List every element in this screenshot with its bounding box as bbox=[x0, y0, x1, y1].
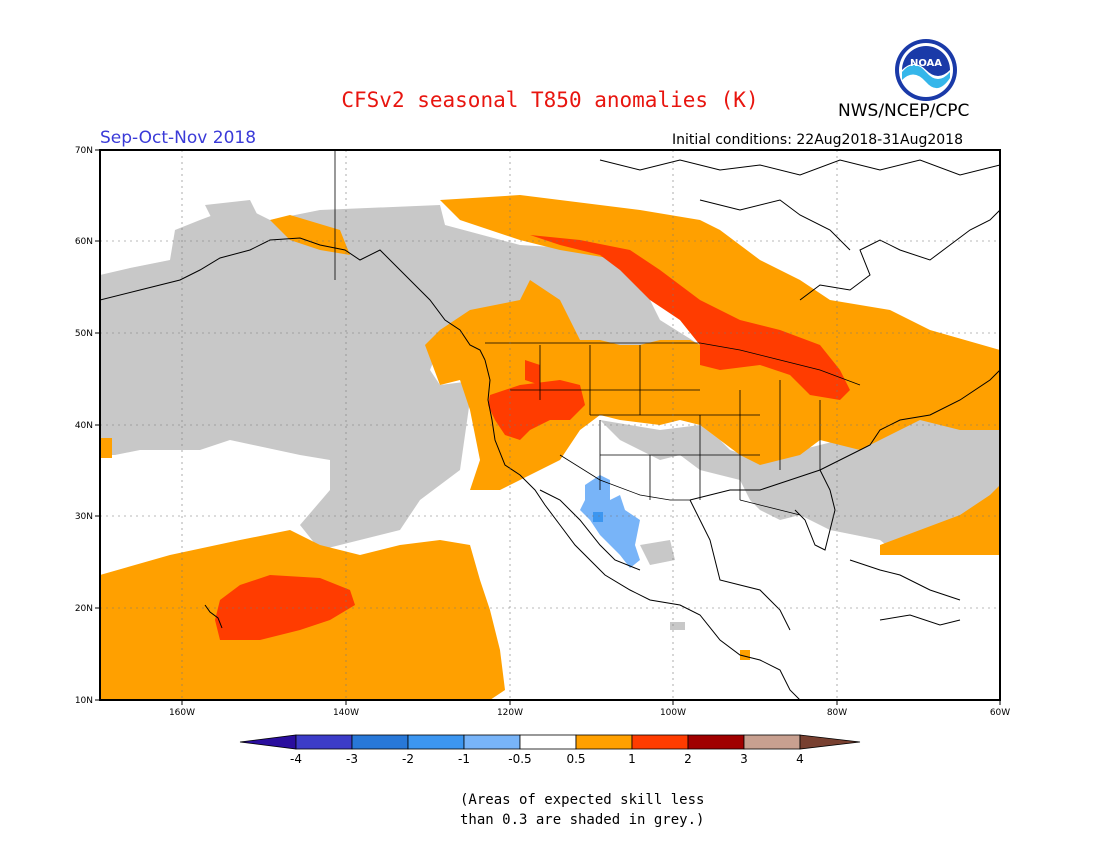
colorbar-label: 3 bbox=[740, 752, 748, 766]
colorbar-label: 2 bbox=[684, 752, 692, 766]
political-borders bbox=[334, 150, 861, 516]
graticule bbox=[100, 150, 1000, 700]
footnote-line-2: than 0.3 are shaded in grey.) bbox=[460, 812, 705, 828]
colorbar-seg-1 bbox=[295, 734, 353, 750]
colorbar-seg-2 bbox=[351, 734, 409, 750]
anomaly-neg-0.5-neg-1-region bbox=[580, 475, 640, 568]
initial-conditions-label: Initial conditions: 22Aug2018-31Aug2018 bbox=[672, 132, 963, 148]
axis-ticks bbox=[95, 149, 1001, 705]
footnote-line-1: (Areas of expected skill less bbox=[460, 792, 705, 808]
colorbar-seg-3 bbox=[407, 734, 465, 750]
anomaly-1-2-region bbox=[215, 235, 850, 640]
lon-label-80w: 80W bbox=[827, 708, 847, 718]
colorbar-label: 4 bbox=[796, 752, 804, 766]
agency-label: NWS/NCEP/CPC bbox=[838, 101, 970, 121]
chart-title: CFSv2 seasonal T850 anomalies (K) bbox=[341, 88, 759, 112]
lat-label-50n: 50N bbox=[75, 329, 93, 339]
colorbar-seg-5 bbox=[519, 734, 577, 750]
colorbar-seg-10 bbox=[799, 734, 861, 750]
colorbar-label: -0.5 bbox=[508, 752, 531, 766]
colorbar: -4 -3 -2 -1 -0.5 0.5 1 2 3 4 bbox=[239, 734, 861, 766]
season-label: Sep-Oct-Nov 2018 bbox=[100, 128, 257, 148]
colorbar-label: 1 bbox=[628, 752, 636, 766]
lon-label-140w: 140W bbox=[333, 708, 359, 718]
lat-label-60n: 60N bbox=[75, 237, 93, 247]
skill-footnote: (Areas of expected skill less than 0.3 a… bbox=[460, 790, 740, 830]
lon-label-120w: 120W bbox=[497, 708, 523, 718]
lat-label-40n: 40N bbox=[75, 421, 93, 431]
colorbar-label: -4 bbox=[290, 752, 302, 766]
colorbar-label: -1 bbox=[458, 752, 470, 766]
colorbar-seg-7 bbox=[631, 734, 689, 750]
lon-label-160w: 160W bbox=[169, 708, 195, 718]
colorbar-label: 0.5 bbox=[566, 752, 585, 766]
colorbar-seg-0 bbox=[239, 734, 297, 750]
colorbar-label: -3 bbox=[346, 752, 358, 766]
lat-label-30n: 30N bbox=[75, 512, 93, 522]
lon-label-100w: 100W bbox=[660, 708, 686, 718]
lat-label-10n: 10N bbox=[75, 696, 93, 706]
noaa-logo: NOAA bbox=[895, 39, 957, 101]
latitude-labels: 70N 60N 50N 40N 30N 20N 10N bbox=[75, 146, 93, 706]
colorbar-seg-8 bbox=[687, 734, 745, 750]
colorbar-seg-9 bbox=[743, 734, 801, 750]
lon-label-60w: 60W bbox=[990, 708, 1010, 718]
colorbar-seg-6 bbox=[575, 734, 633, 750]
colorbar-label: -2 bbox=[402, 752, 414, 766]
anomaly-neg-1-neg-2-region bbox=[593, 512, 603, 522]
lat-label-20n: 20N bbox=[75, 604, 93, 614]
lat-label-70n: 70N bbox=[75, 146, 93, 156]
logo-text: NOAA bbox=[910, 58, 942, 69]
colorbar-seg-4 bbox=[463, 734, 521, 750]
longitude-labels: 160W 140W 120W 100W 80W 60W bbox=[169, 708, 1010, 718]
